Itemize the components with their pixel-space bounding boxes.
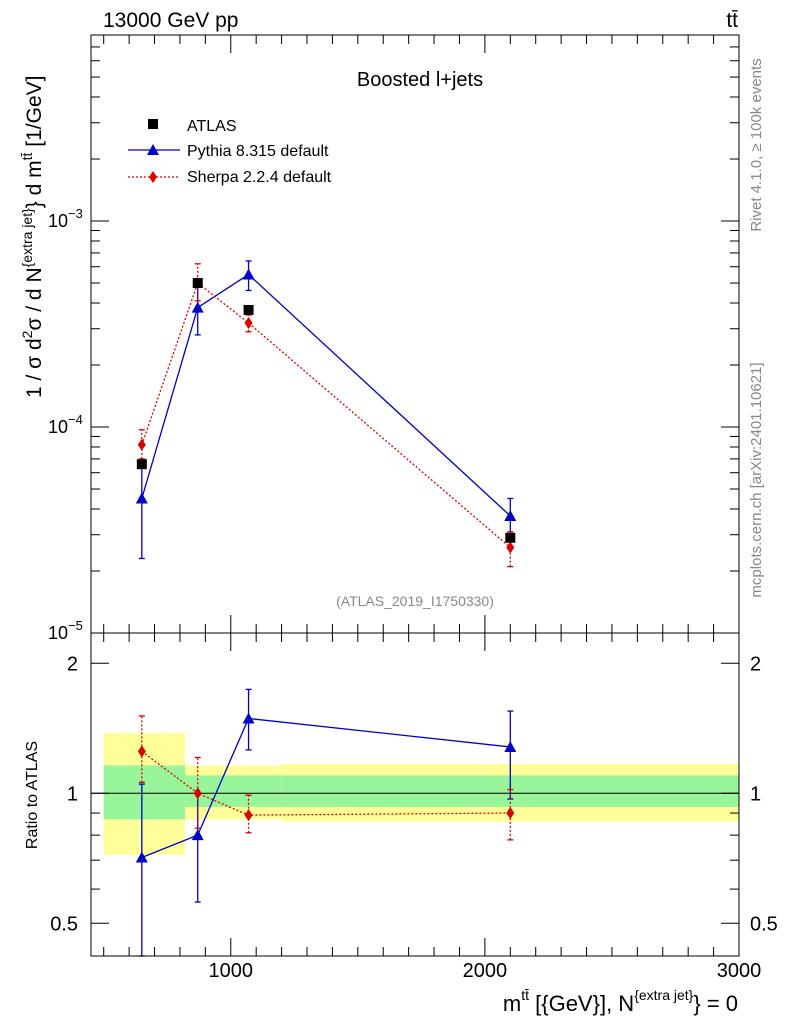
atlas-point [243, 304, 254, 315]
main-y-axis-label: 1 / σ d2σ / d N{extra jet}} d mtt̄ [1/Ge… [19, 76, 46, 398]
header-process-label: tt̄ [726, 9, 738, 32]
legend-markers [128, 119, 180, 183]
legend-marker-pythia [147, 144, 159, 155]
main-axis-ticks: 10−3 10−4 10−5 [48, 34, 740, 643]
legend-entry-sherpa: Sherpa 2.2.4 default [187, 169, 332, 186]
sherpa-point [137, 438, 146, 451]
pythia-line [141, 273, 511, 517]
legend-entry-pythia: Pythia 8.315 default [187, 143, 329, 160]
legend: ATLAS Pythia 8.315 default Sherpa 2.2.4 … [128, 118, 332, 186]
pythia-point [242, 268, 255, 280]
ratio-y-tick-label: 0.5 [50, 913, 78, 935]
ratio-pythia-point [135, 851, 148, 863]
analysis-watermark: (ATLAS_2019_I1750330) [336, 593, 494, 609]
ratio-panel: 2 2 1 1 0.5 0.5 1000 2000 3000 Ratio to ATLAS mt… [24, 632, 778, 1016]
sherpa-line [141, 281, 511, 549]
atlas-point [136, 459, 147, 470]
ratio-y-tick-label-right: 1 [750, 783, 761, 805]
legend-marker-atlas [148, 119, 158, 129]
x-tick-label: 2000 [463, 960, 508, 982]
pythia-point [504, 509, 517, 521]
ratio-band-inner [185, 775, 282, 807]
ratio-pythia-point [191, 829, 204, 841]
chart-title: Boosted l+jets [357, 69, 483, 91]
legend-entry-atlas: ATLAS [187, 118, 237, 135]
ratio-sherpa-point [193, 787, 202, 800]
sherpa-point [244, 316, 253, 329]
main-panel: 10−3 10−4 10−5 Boosted l+jets (ATLAS_2019_… [19, 34, 740, 643]
pythia-point [191, 301, 204, 313]
mcplots-label: mcplots.cern.ch [arXiv:2401.10621] [748, 362, 765, 597]
ratio-pythia-point [242, 712, 255, 724]
sherpa-point [506, 541, 515, 554]
header-collision-label: 13000 GeV pp [103, 9, 238, 32]
rivet-version-label: Rivet 4.1.0, ≥ 100k events [748, 58, 765, 231]
x-tick-label: 1000 [209, 960, 254, 982]
ratio-y-tick-label: 2 [67, 653, 78, 675]
ratio-pythia-point [504, 740, 517, 752]
ratio-sherpa-point [506, 807, 515, 820]
ratio-pythia-line [141, 717, 511, 859]
main-y-tick-label: 10−3 [48, 206, 83, 231]
pythia-point [135, 492, 148, 504]
ratio-axis-ticks: 2 2 1 1 0.5 0.5 1000 2000 3000 [50, 633, 778, 982]
ratio-y-axis-label: Ratio to ATLAS [24, 741, 41, 849]
ratio-sherpa-line [141, 750, 511, 816]
legend-marker-sherpa [149, 171, 157, 183]
atlas-point [192, 278, 203, 289]
ratio-sherpa-point [137, 745, 146, 758]
main-y-tick-label: 10−5 [48, 618, 83, 643]
ratio-y-tick-label-right: 2 [750, 653, 761, 675]
main-y-tick-label: 10−4 [48, 412, 83, 437]
ratio-y-tick-label-right: 0.5 [750, 913, 778, 935]
atlas-point [505, 532, 516, 543]
ratio-band-inner [103, 765, 186, 820]
x-axis-label: mtt̄ [{GeV}], N{extra jet}} = 0 [503, 987, 738, 1016]
main-plot-area [135, 260, 517, 568]
x-tick-label: 3000 [717, 960, 762, 982]
ratio-y-tick-label: 1 [67, 783, 78, 805]
ratio-frame [90, 632, 740, 957]
ratio-plot-area [91, 688, 739, 957]
ratio-sherpa-point [244, 809, 253, 822]
